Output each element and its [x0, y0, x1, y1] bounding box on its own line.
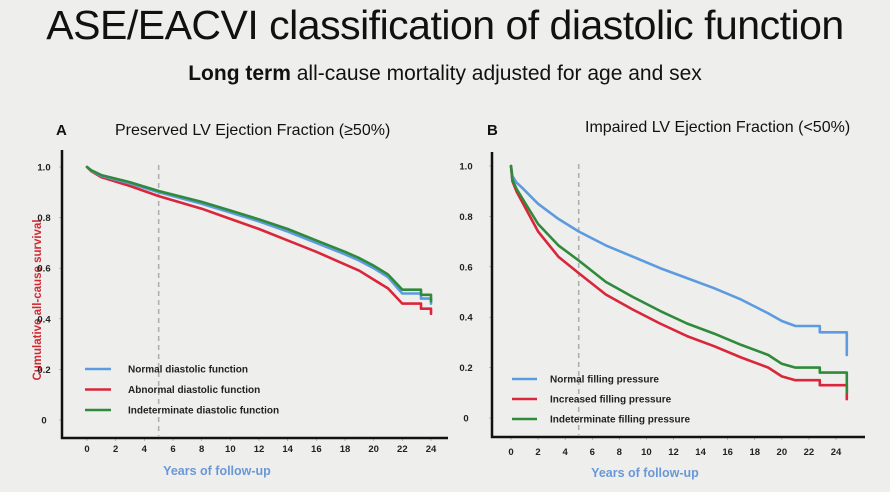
- slide-title: ASE/EACVI classification of diastolic fu…: [46, 2, 844, 48]
- panel-letter-a: A: [56, 122, 67, 139]
- panel-a-y-tick-label: 1.0: [37, 163, 50, 174]
- panel-a-x-tick-label: 14: [282, 444, 293, 455]
- panel-b-x-axis-label: Years of follow-up: [591, 466, 699, 480]
- panel-a-y-tick-label: 0.8: [37, 213, 50, 224]
- legend-label: Indeterminate filling pressure: [550, 415, 690, 426]
- series-line-red: [509, 164, 849, 401]
- panel-a-x-tick-label: 6: [170, 444, 175, 455]
- panel-b-axes: [490, 152, 865, 439]
- panel-b-x-ticks: 0 2 4 6 8 10 12 14 16 18 20 22 24: [508, 437, 842, 458]
- panel-a-y-tick-label: 0.4: [37, 314, 51, 325]
- panel-a-x-tick-label: 0: [84, 444, 89, 455]
- panel-a-x-tick-label: 20: [368, 444, 379, 455]
- panel-a-x-tick-label: 8: [199, 444, 204, 455]
- panel-a-x-tick-label: 16: [311, 444, 322, 455]
- panel-a-y-tick-label: 0.2: [37, 365, 50, 376]
- series-line-green: [509, 164, 849, 395]
- panel-b-y-tick-label: 0.6: [459, 262, 472, 273]
- panel-a-x-tick-label: 12: [254, 444, 265, 455]
- panel-a-legend: Normal diastolic function Abnormal diasto…: [85, 365, 279, 417]
- subtitle-rest: all-cause mortality adjusted for age and…: [290, 62, 702, 85]
- panel-b-y-ticks: 0 0.2 0.4 0.6 0.8 1.0: [459, 162, 492, 425]
- panel-a-y-tick-label: 0.6: [37, 264, 50, 275]
- panel-b-x-tick-label: 22: [804, 447, 815, 458]
- panel-a-series: [85, 165, 433, 315]
- legend-label: Increased filling pressure: [550, 395, 672, 406]
- series-line-red: [85, 165, 433, 315]
- panel-b-y-tick-label: 0: [463, 414, 468, 425]
- legend-label: Normal diastolic function: [128, 365, 248, 376]
- panel-b-x-tick-label: 18: [749, 447, 760, 458]
- slide-subtitle: Long term all-cause mortality adjusted f…: [0, 62, 890, 86]
- legend-label: Indeterminate diastolic function: [128, 406, 279, 417]
- panel-a-x-tick-label: 10: [225, 444, 236, 455]
- panel-b-legend: Normal filling pressure Increased filling…: [512, 375, 690, 426]
- panel-a-axes: [60, 150, 448, 440]
- panel-b-y-tick-label: 0.2: [459, 363, 472, 374]
- panel-a-y-axis-label: Cumulative all-cause survival: [32, 219, 44, 380]
- panel-b-y-tick-label: 0.8: [459, 212, 472, 223]
- panel-b-y-tick-label: 0.4: [459, 313, 473, 324]
- chart-panel-b: B Impaired LV Ejection Fraction (<50%) Y…: [459, 119, 865, 480]
- panel-a-x-tick-label: 4: [142, 444, 148, 455]
- legend-label: Abnormal diastolic function: [128, 385, 260, 396]
- panel-b-x-tick-label: 16: [722, 447, 733, 458]
- panel-b-x-tick-label: 2: [535, 447, 540, 458]
- panel-letter-b: B: [487, 122, 498, 139]
- panel-b-y-tick-label: 1.0: [459, 162, 472, 173]
- panel-a-x-tick-label: 22: [397, 444, 408, 455]
- panel-a-x-ticks: 0 2 4 6 8 10 12 14 16 18 20 22 24: [84, 438, 437, 455]
- panel-b-series: [509, 164, 849, 401]
- panel-b-x-tick-label: 8: [617, 447, 622, 458]
- panel-b-x-tick-label: 4: [563, 447, 569, 458]
- panel-a-x-tick-label: 24: [426, 444, 437, 455]
- series-line-green: [85, 165, 433, 303]
- panel-b-x-tick-label: 20: [777, 447, 788, 458]
- panel-b-x-tick-label: 6: [590, 447, 595, 458]
- panel-b-x-tick-label: 12: [668, 447, 679, 458]
- chart-panel-a: A Preserved LV Ejection Fraction (≥50%) …: [32, 122, 448, 478]
- series-line-blue: [509, 164, 849, 357]
- legend-label: Normal filling pressure: [550, 375, 659, 386]
- panel-a-x-tick-label: 2: [113, 444, 118, 455]
- panel-a-y-ticks: 0 0.2 0.4 0.6 0.8 1.0: [37, 163, 62, 427]
- panel-b-title: Impaired LV Ejection Fraction (<50%): [585, 119, 850, 136]
- panel-a-title: Preserved LV Ejection Fraction (≥50%): [115, 122, 390, 139]
- panel-b-x-tick-label: 14: [695, 447, 706, 458]
- panel-a-x-axis-label: Years of follow-up: [163, 464, 271, 478]
- panel-b-x-tick-label: 0: [508, 447, 513, 458]
- panel-b-x-tick-label: 24: [831, 447, 842, 458]
- subtitle-bold: Long term: [188, 62, 291, 85]
- panel-a-y-tick-label: 0: [41, 416, 46, 427]
- panel-a-x-tick-label: 18: [340, 444, 351, 455]
- panel-b-x-tick-label: 10: [641, 447, 652, 458]
